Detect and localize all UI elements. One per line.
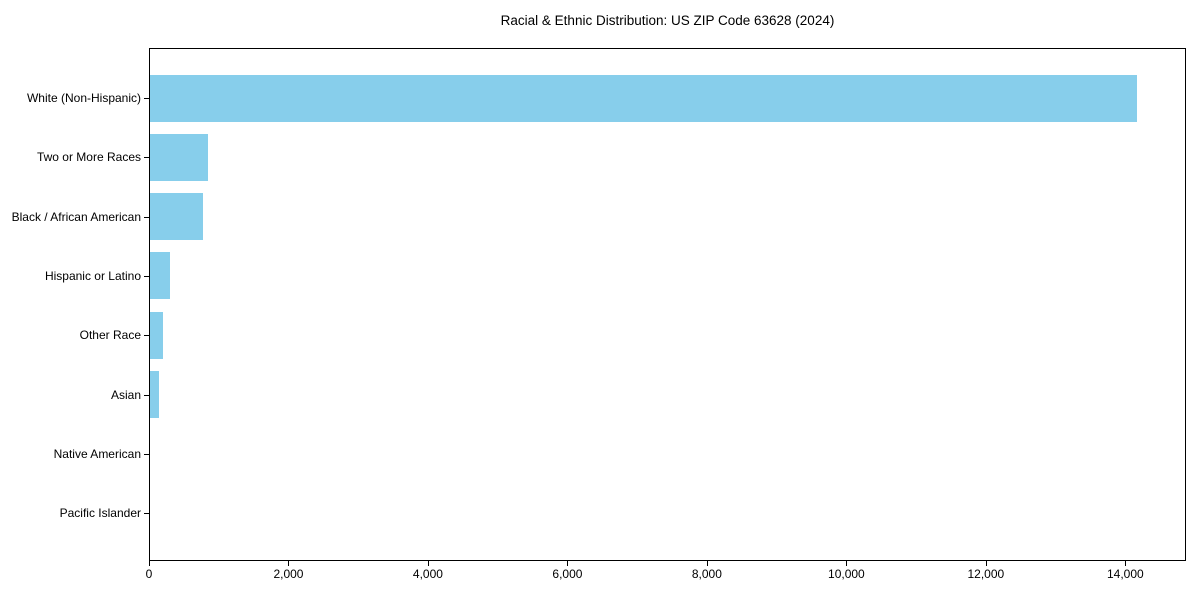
x-tick-mark [149,561,150,566]
chart-title: Racial & Ethnic Distribution: US ZIP Cod… [500,13,835,28]
y-tick-label-pacific-islander: Pacific Islander [59,506,141,521]
y-tick-mark [144,157,149,159]
x-tick-label-4000: 4,000 [412,567,443,581]
y-tick-mark [144,335,149,337]
y-tick-mark [144,98,149,99]
x-tick-label-2000: 2,000 [273,567,304,581]
x-tick-label-6000: 6,000 [552,567,583,581]
y-tick-label-native-american: Native American [53,446,141,461]
x-tick-mark [567,561,569,566]
y-tick-mark [144,394,149,396]
y-tick-label-other-race: Other Race [79,328,141,343]
y-tick-label-asian: Asian [110,387,141,402]
x-tick-mark [427,561,429,566]
y-tick-label-two-or-more-races: Two or More Races [36,150,141,165]
y-tick-label-hispanic-or-latino: Hispanic or Latino [44,268,141,283]
plot-area [149,48,1186,561]
bar-other-race [150,311,163,359]
bar-two-or-more-races [150,133,208,181]
x-tick-mark [1125,561,1127,566]
x-tick-mark [846,561,848,566]
x-tick-label-0: 0 [145,567,153,581]
y-tick-label-white-non-hispanic: White (Non-Hispanic) [26,91,141,105]
bar-black-african-american [150,193,203,241]
y-tick-label-black-african-american: Black / African American [11,209,141,224]
x-tick-label-14000: 14,000 [1106,567,1144,581]
y-tick-mark [144,216,149,218]
bar-asian [150,371,160,418]
x-tick-mark [706,561,708,566]
x-tick-mark [288,561,290,566]
bar-white-non-hispanic [150,74,1137,122]
x-tick-mark [985,561,987,566]
y-tick-mark [144,275,149,277]
x-tick-label-10000: 10,000 [828,567,865,581]
bar-hispanic-or-latino [150,252,171,300]
x-tick-label-12000: 12,000 [967,567,1005,581]
y-tick-mark [144,453,149,455]
x-tick-label-8000: 8,000 [691,567,722,581]
y-tick-mark [144,513,149,515]
